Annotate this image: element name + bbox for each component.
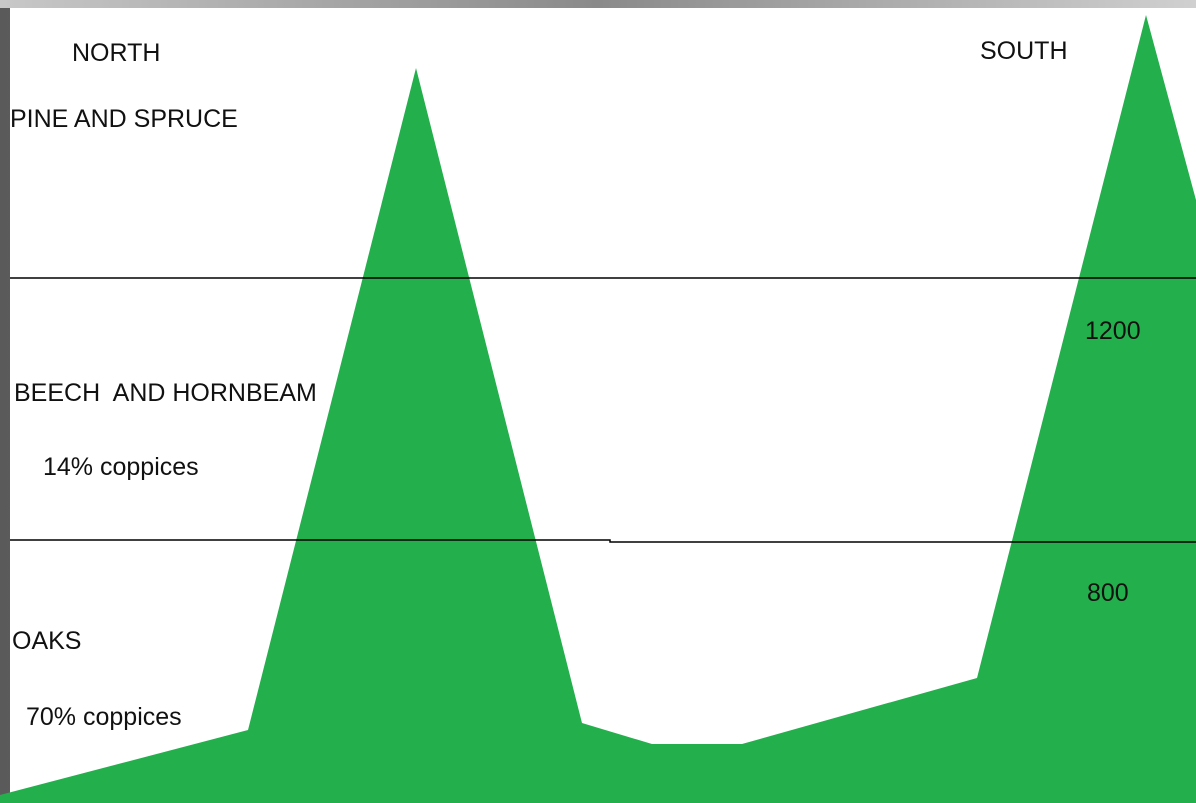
zone-label: OAKS	[12, 627, 81, 655]
elevation-label: 1200	[1085, 317, 1141, 345]
zone-label: BEECH AND HORNBEAM	[14, 379, 317, 407]
zone-note: 14% coppices	[43, 453, 199, 481]
zone-line	[10, 539, 1196, 543]
mountain-profile	[0, 15, 1196, 803]
elevation-label: 800	[1087, 579, 1129, 607]
frame-top	[0, 0, 1196, 8]
zone-label: PINE AND SPRUCE	[10, 105, 238, 133]
south-label: SOUTH	[980, 37, 1068, 65]
north-label: NORTH	[72, 39, 160, 67]
zone-note: 70% coppices	[26, 703, 182, 731]
